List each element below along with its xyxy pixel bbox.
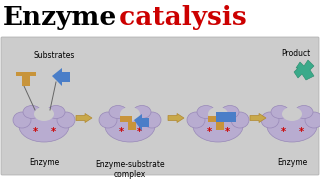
Ellipse shape: [295, 105, 313, 118]
Ellipse shape: [187, 112, 205, 128]
Ellipse shape: [282, 107, 302, 121]
Text: Enzyme: Enzyme: [277, 158, 307, 167]
Ellipse shape: [109, 105, 127, 118]
Polygon shape: [120, 116, 136, 130]
Ellipse shape: [13, 112, 31, 128]
FancyArrow shape: [76, 114, 92, 123]
Ellipse shape: [261, 112, 279, 128]
Polygon shape: [134, 114, 149, 131]
Ellipse shape: [197, 105, 215, 118]
Ellipse shape: [34, 107, 54, 121]
FancyBboxPatch shape: [1, 37, 319, 175]
FancyArrow shape: [250, 114, 266, 123]
Ellipse shape: [105, 110, 155, 142]
Ellipse shape: [19, 110, 69, 142]
Ellipse shape: [267, 110, 317, 142]
Ellipse shape: [208, 107, 228, 121]
Text: *: *: [299, 127, 304, 137]
Ellipse shape: [57, 112, 75, 128]
Text: *: *: [32, 127, 37, 137]
Text: *: *: [280, 127, 285, 137]
Polygon shape: [208, 116, 224, 130]
Text: *: *: [224, 127, 229, 137]
Polygon shape: [16, 72, 36, 86]
Text: Product: Product: [281, 49, 311, 58]
FancyArrow shape: [168, 114, 184, 123]
Ellipse shape: [47, 105, 65, 118]
Ellipse shape: [99, 112, 117, 128]
Ellipse shape: [133, 105, 151, 118]
Text: Enzyme-substrate
complex: Enzyme-substrate complex: [95, 160, 165, 179]
Ellipse shape: [193, 110, 243, 142]
Ellipse shape: [221, 105, 239, 118]
Ellipse shape: [271, 105, 289, 118]
Text: Enzyme: Enzyme: [3, 5, 117, 30]
Ellipse shape: [23, 105, 41, 118]
Text: catalysis: catalysis: [110, 5, 247, 30]
Ellipse shape: [231, 112, 249, 128]
Ellipse shape: [120, 107, 140, 121]
Ellipse shape: [143, 112, 161, 128]
Text: Enzyme: Enzyme: [29, 158, 59, 167]
Polygon shape: [52, 68, 70, 86]
Text: *: *: [206, 127, 212, 137]
Text: *: *: [118, 127, 124, 137]
Polygon shape: [216, 112, 236, 122]
Ellipse shape: [305, 112, 320, 128]
Text: *: *: [136, 127, 141, 137]
Polygon shape: [294, 60, 314, 80]
Text: Substrates: Substrates: [33, 51, 75, 60]
Text: *: *: [51, 127, 56, 137]
